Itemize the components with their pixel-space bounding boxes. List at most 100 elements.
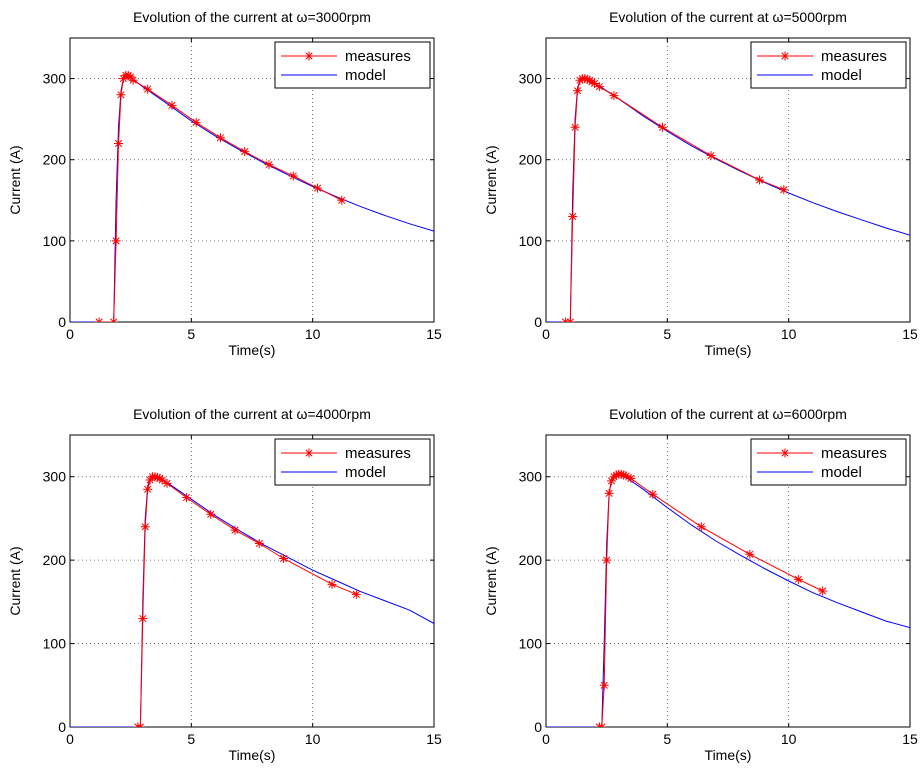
legend-marker-measures	[780, 51, 790, 61]
data-point-measures	[150, 472, 160, 482]
x-axis-label: Time(s)	[229, 747, 276, 763]
x-axis-label: Time(s)	[705, 747, 752, 763]
legend-box	[274, 41, 431, 89]
data-point-measures	[779, 185, 789, 195]
legend-label-measures: measures	[345, 48, 411, 65]
legend-box	[750, 41, 907, 89]
data-point-measures	[152, 473, 162, 483]
y-axis-label: Current (A)	[483, 546, 499, 615]
legend-marker-measures	[304, 448, 314, 458]
data-point-measures	[604, 488, 614, 498]
y-axis-label: Current (A)	[483, 145, 499, 214]
data-point-measures	[696, 522, 706, 532]
data-point-measures	[580, 74, 590, 84]
series-line-model	[70, 76, 434, 322]
x-tick-label: 0	[542, 326, 550, 342]
x-tick-label: 10	[305, 326, 321, 342]
y-tick-label: 200	[43, 552, 67, 568]
data-point-measures	[611, 470, 621, 480]
x-tick-label: 15	[426, 731, 442, 747]
y-axis-label: Current (A)	[7, 145, 23, 214]
chart-title: Evolution of the current at ω=4000rpm	[133, 406, 371, 422]
data-point-measures	[138, 614, 148, 624]
chart-panel-4: 0 5 10 15 0 100 200 300 Evolution of the current…	[483, 406, 918, 763]
x-tick-label: 5	[187, 731, 195, 747]
legend-box	[274, 438, 431, 486]
y-axis-label: Current (A)	[7, 546, 23, 615]
data-point-measures	[167, 100, 177, 110]
data-point-measures	[140, 522, 150, 532]
x-axis-label: Time(s)	[705, 342, 752, 358]
data-point-measures	[568, 212, 578, 222]
data-point-measures	[111, 236, 121, 246]
series-group	[70, 472, 434, 727]
y-tick-label: 300	[43, 469, 67, 485]
y-tick-label: 200	[519, 552, 543, 568]
data-point-measures	[793, 574, 803, 584]
series-group	[70, 70, 434, 322]
data-point-measures	[143, 484, 153, 494]
data-point-measures	[565, 317, 575, 322]
data-point-measures	[621, 471, 631, 481]
data-point-measures	[288, 171, 298, 181]
data-point-measures	[123, 70, 133, 80]
data-point-measures	[313, 183, 323, 193]
chart-title: Evolution of the current at ω=6000rpm	[609, 406, 847, 422]
legend: measures model	[750, 438, 907, 486]
legend-label-model: model	[821, 67, 862, 84]
legend-label-measures: measures	[821, 48, 887, 65]
chart-panel-2: 0 5 10 15 0 100 200 300 Evolution of the current…	[483, 9, 918, 358]
data-point-measures	[118, 74, 128, 84]
legend-box	[750, 438, 907, 486]
x-tick-label: 10	[781, 731, 797, 747]
data-point-measures	[215, 133, 225, 143]
data-point-measures	[599, 680, 609, 690]
y-tick-label: 0	[534, 314, 542, 330]
data-point-measures	[594, 82, 604, 92]
data-point-measures	[590, 78, 600, 88]
x-tick-label: 10	[305, 731, 321, 747]
x-tick-label: 5	[663, 731, 671, 747]
series-group	[546, 469, 910, 727]
data-point-measures	[609, 472, 619, 482]
data-point-measures	[109, 317, 119, 322]
x-tick-label: 15	[902, 731, 918, 747]
legend-label-model: model	[345, 464, 386, 481]
data-point-measures	[607, 476, 617, 486]
data-point-measures	[587, 77, 597, 87]
data-point-measures	[162, 478, 172, 488]
y-tick-label: 100	[43, 636, 67, 652]
y-tick-label: 100	[519, 233, 543, 249]
data-point-measures	[128, 75, 138, 85]
data-point-measures	[657, 122, 667, 132]
data-point-measures	[230, 525, 240, 535]
legend-marker-measures	[304, 51, 314, 61]
data-point-measures	[264, 160, 274, 170]
data-point-measures	[240, 147, 250, 157]
y-tick-label: 300	[519, 469, 543, 485]
x-tick-label: 0	[542, 731, 550, 747]
data-point-measures	[706, 151, 716, 161]
legend-label-measures: measures	[345, 445, 411, 462]
y-tick-label: 0	[58, 719, 66, 735]
y-tick-label: 300	[519, 71, 543, 87]
x-axis-label: Time(s)	[229, 342, 276, 358]
data-point-measures	[191, 117, 201, 127]
data-point-measures	[648, 489, 658, 499]
x-tick-label: 0	[66, 731, 74, 747]
data-point-measures	[94, 317, 104, 322]
y-tick-label: 300	[43, 71, 67, 87]
data-point-measures	[126, 72, 136, 82]
data-point-measures	[135, 722, 145, 727]
data-point-measures	[181, 493, 191, 503]
data-point-measures	[818, 586, 828, 596]
data-point-measures	[570, 122, 580, 132]
data-point-measures	[582, 74, 592, 84]
data-point-measures	[575, 75, 585, 85]
data-point-measures	[337, 195, 347, 205]
data-point-measures	[597, 722, 607, 727]
y-tick-label: 200	[43, 152, 67, 168]
data-point-measures	[755, 175, 765, 185]
legend: measures model	[274, 438, 431, 486]
legend-marker-measures	[780, 448, 790, 458]
